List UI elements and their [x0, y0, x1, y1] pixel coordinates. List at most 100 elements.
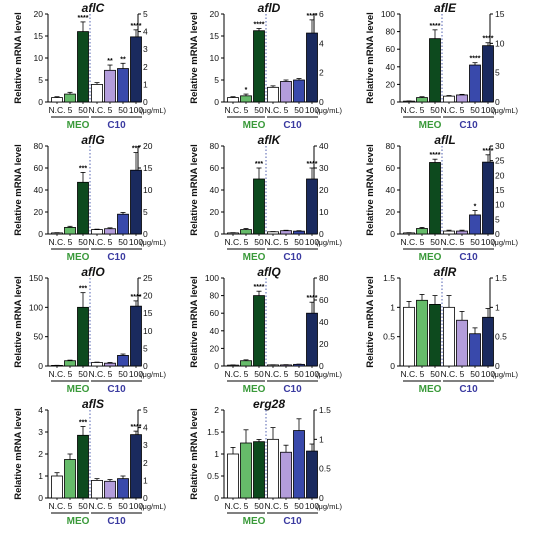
- left-tick-label: 1: [214, 449, 219, 459]
- bar: [443, 306, 455, 367]
- right-tick-label: 80: [319, 273, 329, 283]
- right-tick-label: 1.5: [319, 405, 331, 415]
- left-tick-label: 20: [210, 343, 220, 353]
- left-tick-label: 100: [29, 302, 43, 312]
- group-label-meo: MEO: [419, 384, 442, 395]
- right-tick-label: 10: [143, 326, 153, 336]
- chart-title: aflQ: [257, 265, 281, 279]
- x-tick-label: 5: [108, 237, 113, 247]
- x-tick-label: N.C.: [265, 501, 282, 511]
- significance-label: ****: [131, 424, 142, 431]
- group-label-c10: C10: [459, 120, 478, 131]
- bar: [130, 434, 142, 499]
- bar: [91, 84, 103, 103]
- x-tick-label: 100: [129, 237, 143, 247]
- bar: [64, 459, 76, 499]
- right-tick-label: 10: [143, 185, 153, 195]
- chart-title: aflG: [81, 133, 104, 147]
- left-tick-label: 60: [386, 163, 396, 173]
- left-tick-label: 80: [386, 141, 396, 151]
- left-tick-label: 0: [390, 97, 395, 107]
- x-tick-label: 100: [129, 369, 143, 379]
- bar: [267, 86, 279, 103]
- right-tick-label: 1: [495, 302, 500, 312]
- bar: [130, 169, 142, 235]
- left-tick-label: 50: [34, 332, 44, 342]
- right-tick-label: 25: [143, 273, 153, 283]
- chart-panel-erg28: erg28 Relative mRNA level 0 0.5 1 1.5 2 0 0.5 1 1.…: [189, 397, 342, 527]
- bar: [469, 64, 481, 103]
- significance-label: ****: [131, 294, 142, 301]
- bar: [130, 36, 142, 103]
- group-label-c10: C10: [459, 252, 478, 263]
- group-label-meo: MEO: [243, 384, 266, 395]
- bar: [77, 31, 89, 103]
- x-tick-label: 50: [118, 237, 128, 247]
- group-label-meo: MEO: [67, 252, 90, 263]
- left-tick-label: 1: [38, 471, 43, 481]
- left-tick-label: 0: [214, 229, 219, 239]
- right-tick-label: 4: [319, 38, 324, 48]
- right-tick-label: 0: [143, 493, 148, 503]
- x-tick-label: 5: [460, 237, 465, 247]
- x-tick-label: 100: [305, 369, 319, 379]
- x-tick-label: 5: [108, 105, 113, 115]
- chart-title: erg28: [253, 397, 285, 411]
- x-tick-label: 5: [244, 105, 249, 115]
- right-tick-label: 0: [319, 493, 324, 503]
- bar: [91, 479, 103, 499]
- significance-label: ***: [132, 146, 140, 153]
- bar: [482, 45, 494, 103]
- y-axis-label: Relative mRNA level: [365, 144, 376, 236]
- significance-label: ****: [483, 148, 494, 155]
- bar: [456, 319, 468, 367]
- left-tick-label: 0: [214, 493, 219, 503]
- bar: [482, 316, 494, 367]
- bar: [117, 355, 129, 367]
- x-tick-label: N.C.: [441, 105, 458, 115]
- x-tick-label: 100: [481, 237, 495, 247]
- bar: [77, 181, 89, 235]
- left-tick-label: 100: [205, 273, 219, 283]
- chart-panel-aflK: aflK Relative mRNA level 0 20 40 60 80 0 10 20 30 4…: [189, 133, 342, 263]
- left-tick-label: 2: [214, 405, 219, 415]
- left-tick-label: 20: [210, 207, 220, 217]
- x-tick-label: 50: [78, 105, 88, 115]
- left-tick-label: 2: [38, 449, 43, 459]
- significance-label: ****: [483, 36, 494, 43]
- bar: [280, 81, 292, 103]
- bar: [117, 478, 129, 499]
- bar: [293, 79, 305, 103]
- bar: [416, 97, 428, 103]
- right-tick-label: 0: [495, 229, 500, 239]
- group-label-c10: C10: [107, 120, 126, 131]
- x-tick-label: 50: [294, 105, 304, 115]
- group-label-c10: C10: [283, 120, 302, 131]
- y-axis-label: Relative mRNA level: [13, 408, 24, 500]
- bar: [117, 68, 129, 103]
- right-tick-label: 15: [495, 9, 505, 19]
- significance-label: ****: [307, 161, 318, 168]
- bar: [293, 230, 305, 235]
- left-tick-label: 80: [34, 141, 44, 151]
- bar: [416, 228, 428, 235]
- group-label-meo: MEO: [67, 120, 90, 131]
- unit-label: (μg/mL): [492, 238, 518, 247]
- x-tick-label: 5: [108, 501, 113, 511]
- bar: [253, 441, 265, 499]
- bar: [429, 38, 441, 103]
- unit-label: (μg/mL): [316, 238, 342, 247]
- x-tick-label: 5: [68, 501, 73, 511]
- chart-panel-aflR: aflR Relative mRNA level 0 0.5 1 1.5 0 0.5 1 1.5 N…: [365, 265, 518, 395]
- x-tick-label: 50: [254, 369, 264, 379]
- y-axis-label: Relative mRNA level: [189, 276, 200, 368]
- unit-label: (μg/mL): [316, 502, 342, 511]
- bar: [227, 453, 239, 499]
- group-label-meo: MEO: [67, 384, 90, 395]
- bar: [280, 451, 292, 499]
- left-tick-label: 60: [386, 44, 396, 54]
- unit-label: (μg/mL): [140, 502, 166, 511]
- y-axis-label: Relative mRNA level: [189, 12, 200, 104]
